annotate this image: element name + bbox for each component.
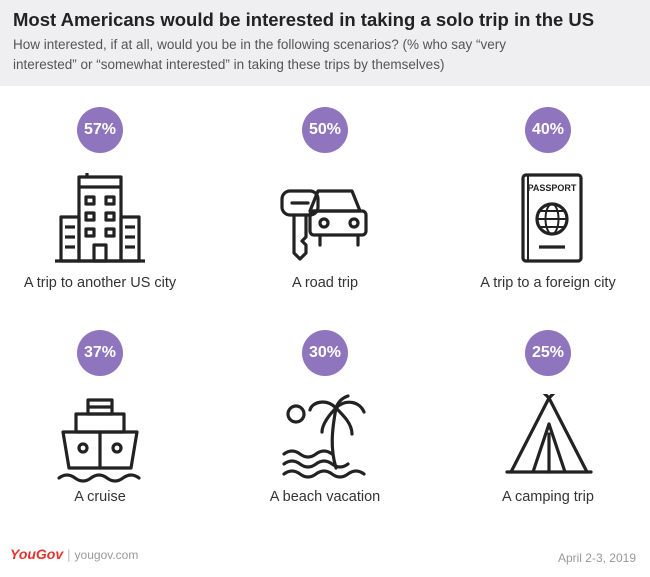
value-badge: 30%	[302, 330, 348, 376]
passport-text: PASSPORT	[528, 183, 577, 193]
passport-icon: PASSPORT	[503, 173, 593, 268]
value-badge: 40%	[525, 107, 571, 153]
footer-brand: YouGov | yougov.com	[10, 546, 139, 562]
footer-date: April 2-3, 2019	[557, 551, 636, 565]
cruise-ship-icon	[55, 394, 145, 489]
city-buildings-icon	[55, 173, 145, 268]
palm-tree-beach-icon	[280, 394, 370, 489]
header-band: Most Americans would be interested in ta…	[0, 0, 650, 86]
stat-label: A camping trip	[502, 489, 594, 505]
stat-label: A road trip	[291, 275, 359, 291]
stat-label: A beach vacation	[269, 489, 381, 505]
value-badge: 37%	[77, 330, 123, 376]
stat-cell-road-trip: 50% A road trip	[225, 107, 425, 307]
stat-cell-camping: 25% A camping trip	[448, 330, 648, 530]
stat-cell-beach: 30% A beach vacation	[225, 330, 425, 530]
stat-cell-us-city: 57% A trip to another US city	[0, 107, 200, 307]
chart-title: Most Americans would be interested in ta…	[13, 9, 595, 30]
value-badge: 25%	[525, 330, 571, 376]
stat-label: A trip to a foreign city	[480, 275, 616, 291]
stat-label: A cruise	[74, 489, 126, 505]
footer-url[interactable]: yougov.com	[74, 548, 139, 562]
car-key-icon	[280, 173, 370, 268]
yougov-logo[interactable]: YouGov	[10, 546, 64, 562]
chart-subtitle: How interested, if at all, would you be …	[13, 37, 506, 72]
value-badge: 57%	[77, 107, 123, 153]
tent-icon	[503, 394, 593, 489]
stat-cell-cruise: 37% A cruise	[0, 330, 200, 530]
stat-cell-foreign-city: 40% PASSPORT A trip to a foreign city	[448, 107, 648, 307]
value-badge: 50%	[302, 107, 348, 153]
stat-label: A trip to another US city	[23, 275, 177, 291]
